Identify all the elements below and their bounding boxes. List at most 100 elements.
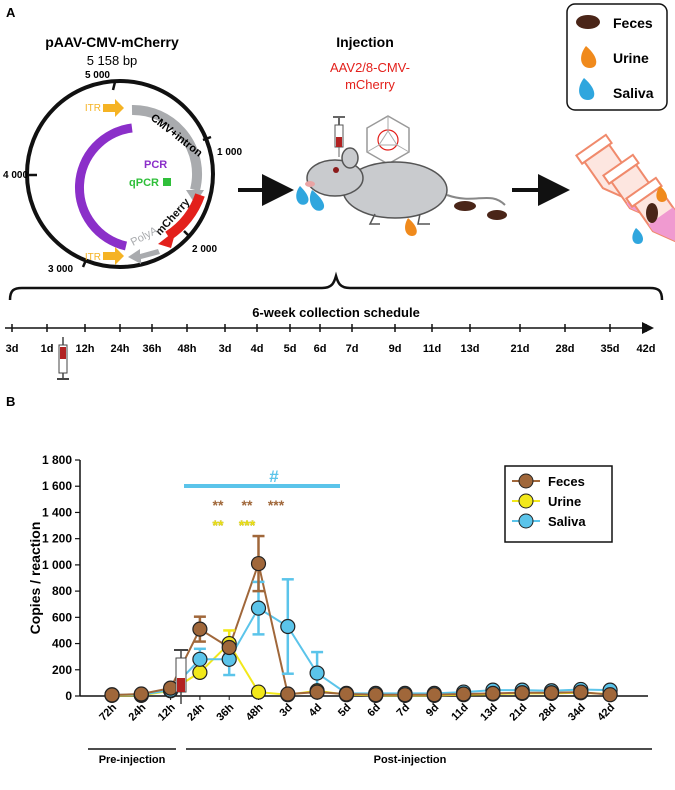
y-axis-title: Copies / reaction — [27, 522, 43, 635]
feces-point — [133, 686, 149, 702]
schedule-title: 6-week collection schedule — [252, 305, 420, 320]
itr-top-label: ITR — [85, 103, 101, 114]
timeline-label: 28d — [556, 343, 575, 355]
timeline-label: 42d — [637, 343, 656, 355]
x-tick-label: 5d — [336, 702, 354, 720]
feces-line — [111, 559, 611, 696]
itr-top-arrow — [103, 99, 124, 117]
mouse-illustration — [296, 147, 507, 236]
plasmid-size: 5 158 bp — [87, 53, 138, 68]
saliva-point — [309, 665, 325, 681]
pcr-arc — [75, 123, 133, 251]
x-tick-label: 72h — [97, 701, 119, 723]
timeline-label: 24h — [111, 343, 130, 355]
pre-injection-label: Pre-injection — [99, 754, 166, 766]
x-tick-label: 9d — [424, 702, 442, 720]
tick-3000: 3 000 — [48, 264, 73, 275]
x-tick-label: 4d — [307, 702, 325, 720]
saliva-icon — [579, 78, 595, 100]
feces-point — [221, 639, 237, 656]
timeline-label: 21d — [511, 343, 530, 355]
feces-point — [514, 685, 530, 701]
timeline-label: 3d — [219, 343, 232, 355]
timeline-label: 48h — [178, 343, 197, 355]
timeline-label: 36h — [143, 343, 162, 355]
legend-saliva: Saliva — [613, 85, 654, 101]
feces-point — [456, 686, 472, 702]
feces-point — [573, 684, 589, 700]
panel-a-label: A — [6, 5, 16, 20]
timeline-label: 13d — [461, 343, 480, 355]
y-tick-label: 1 800 — [42, 453, 72, 467]
chart-legend-saliva: Saliva — [548, 514, 586, 529]
legend-marker-saliva — [518, 513, 534, 529]
feces-point — [104, 687, 120, 703]
syringe-icon — [333, 116, 345, 157]
urine-point — [250, 684, 267, 700]
polya-arrow — [128, 249, 160, 264]
sample-legend: Feces Urine Saliva — [566, 3, 668, 111]
timeline-label: 4d — [251, 343, 264, 355]
urine-point — [192, 664, 208, 681]
x-tick-label: 13d — [478, 702, 500, 724]
chart-legend-feces: Feces — [548, 474, 585, 489]
y-tick-label: 1 000 — [42, 558, 72, 572]
x-tick-label: 28d — [537, 702, 559, 724]
pcr-label: PCR — [144, 159, 167, 171]
timeline-label: 6d — [314, 343, 327, 355]
x-tick-label: 36h — [214, 701, 236, 723]
feces-point — [280, 686, 296, 702]
urine-significance: *** — [239, 517, 256, 533]
collection-tubes-icon — [574, 133, 675, 245]
timeline-syringe-icon — [57, 337, 69, 380]
injection-title: Injection — [336, 34, 394, 50]
chart-legend: Feces Urine Saliva — [504, 465, 613, 543]
chart-syringe-icon — [174, 649, 188, 704]
feces-significance: ** — [242, 497, 253, 513]
legend-feces: Feces — [613, 15, 653, 31]
x-tick-label: 12h — [156, 701, 178, 723]
feces-icon — [576, 15, 600, 29]
itr-bottom-arrow — [103, 247, 124, 265]
feces-point — [250, 555, 267, 572]
saliva-point — [192, 651, 208, 667]
legend-urine: Urine — [613, 50, 649, 66]
legend-marker-feces — [518, 473, 534, 489]
x-tick-label: 42d — [595, 702, 617, 724]
y-tick-label: 1 400 — [42, 505, 72, 519]
feces-significance: *** — [268, 497, 285, 513]
feces-point — [309, 684, 325, 700]
tick-4000: 4 000 — [3, 170, 28, 181]
panel-b-label: B — [6, 394, 15, 409]
y-tick-label: 200 — [52, 663, 72, 677]
schedule-brace — [8, 271, 664, 301]
x-tick-label: 3d — [277, 702, 295, 720]
feces-point — [397, 687, 413, 703]
y-tick-label: 600 — [52, 610, 72, 624]
saliva-point — [250, 600, 267, 616]
itr-bottom-label: ITR — [85, 252, 101, 263]
y-tick-label: 1 200 — [42, 532, 72, 546]
timeline-label: 7d — [346, 343, 359, 355]
y-tick-label: 0 — [65, 689, 72, 703]
timeline-label: 9d — [389, 343, 402, 355]
aav-capsid-icon — [366, 115, 410, 165]
tick-1000: 1 000 — [217, 147, 242, 158]
legend-marker-urine — [518, 493, 534, 509]
post-injection-label: Post-injection — [374, 754, 447, 766]
feces-point — [338, 686, 354, 702]
x-tick-label: 6d — [365, 702, 383, 720]
x-tick-label: 11d — [449, 702, 470, 723]
feces-point — [485, 685, 501, 701]
urine-line — [112, 641, 611, 697]
collection-timeline: 3d 1d 12h 24h 36h 48h 3d 4d 5d 6d 7d 9d 11d 13d 21d 28d… — [5, 322, 656, 355]
x-tick-label: 21d — [507, 702, 529, 724]
x-tick-label: 7d — [395, 702, 413, 720]
saliva-point — [280, 618, 296, 635]
timeline-label: 35d — [601, 343, 620, 355]
feces-significance: ** — [213, 497, 224, 513]
tick-2000: 2 000 — [192, 244, 217, 255]
urine-significance: ** — [213, 517, 224, 533]
